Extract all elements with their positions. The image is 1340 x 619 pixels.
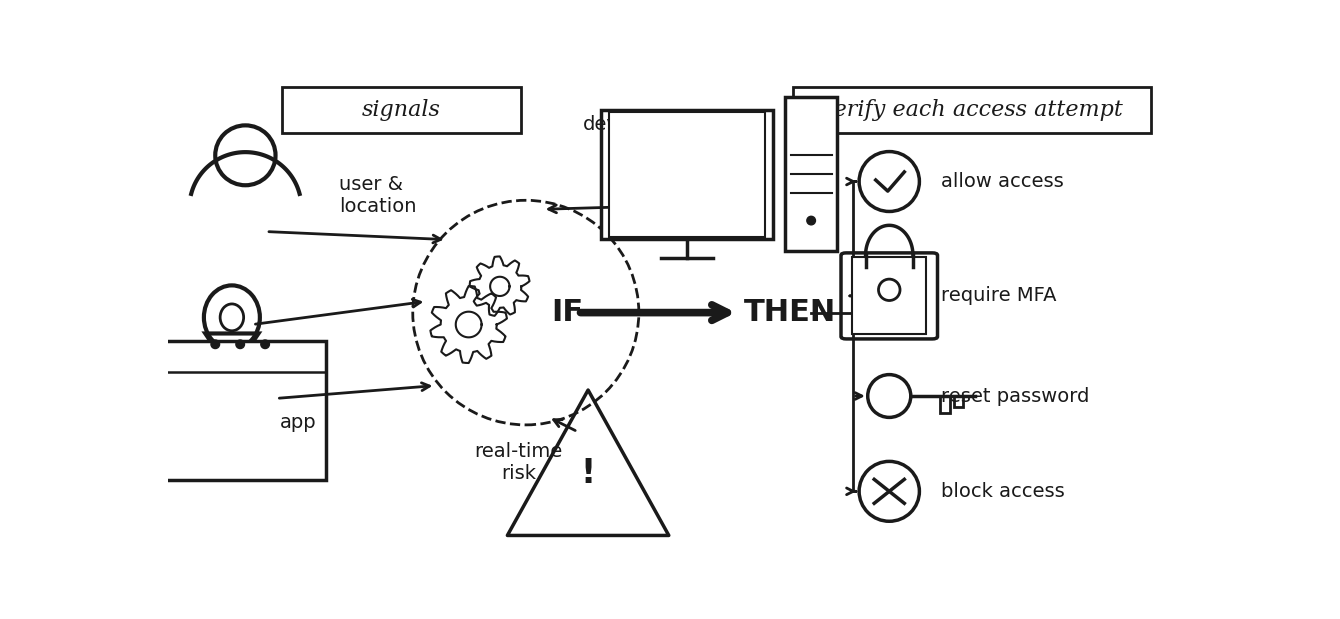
Text: user &
location: user & location	[339, 175, 417, 216]
Text: verify each access attempt: verify each access attempt	[821, 99, 1123, 121]
Text: signals: signals	[362, 99, 441, 121]
Text: block access: block access	[941, 482, 1065, 501]
FancyBboxPatch shape	[600, 110, 773, 238]
Text: IF: IF	[552, 298, 584, 327]
FancyBboxPatch shape	[608, 112, 765, 236]
FancyBboxPatch shape	[842, 253, 938, 339]
Ellipse shape	[261, 340, 269, 348]
Text: device: device	[583, 115, 647, 134]
FancyBboxPatch shape	[785, 97, 838, 251]
Text: THEN: THEN	[744, 298, 836, 327]
Text: allow access: allow access	[941, 172, 1064, 191]
Ellipse shape	[807, 216, 816, 225]
Text: real-time
risk: real-time risk	[474, 442, 563, 483]
FancyBboxPatch shape	[852, 257, 926, 334]
Ellipse shape	[236, 340, 244, 348]
Text: reset password: reset password	[941, 386, 1089, 405]
Text: app: app	[280, 413, 316, 431]
FancyBboxPatch shape	[154, 341, 327, 480]
FancyBboxPatch shape	[793, 87, 1151, 132]
Text: !: !	[580, 457, 596, 490]
Ellipse shape	[210, 340, 220, 348]
Text: require MFA: require MFA	[941, 287, 1057, 305]
FancyBboxPatch shape	[281, 87, 520, 132]
